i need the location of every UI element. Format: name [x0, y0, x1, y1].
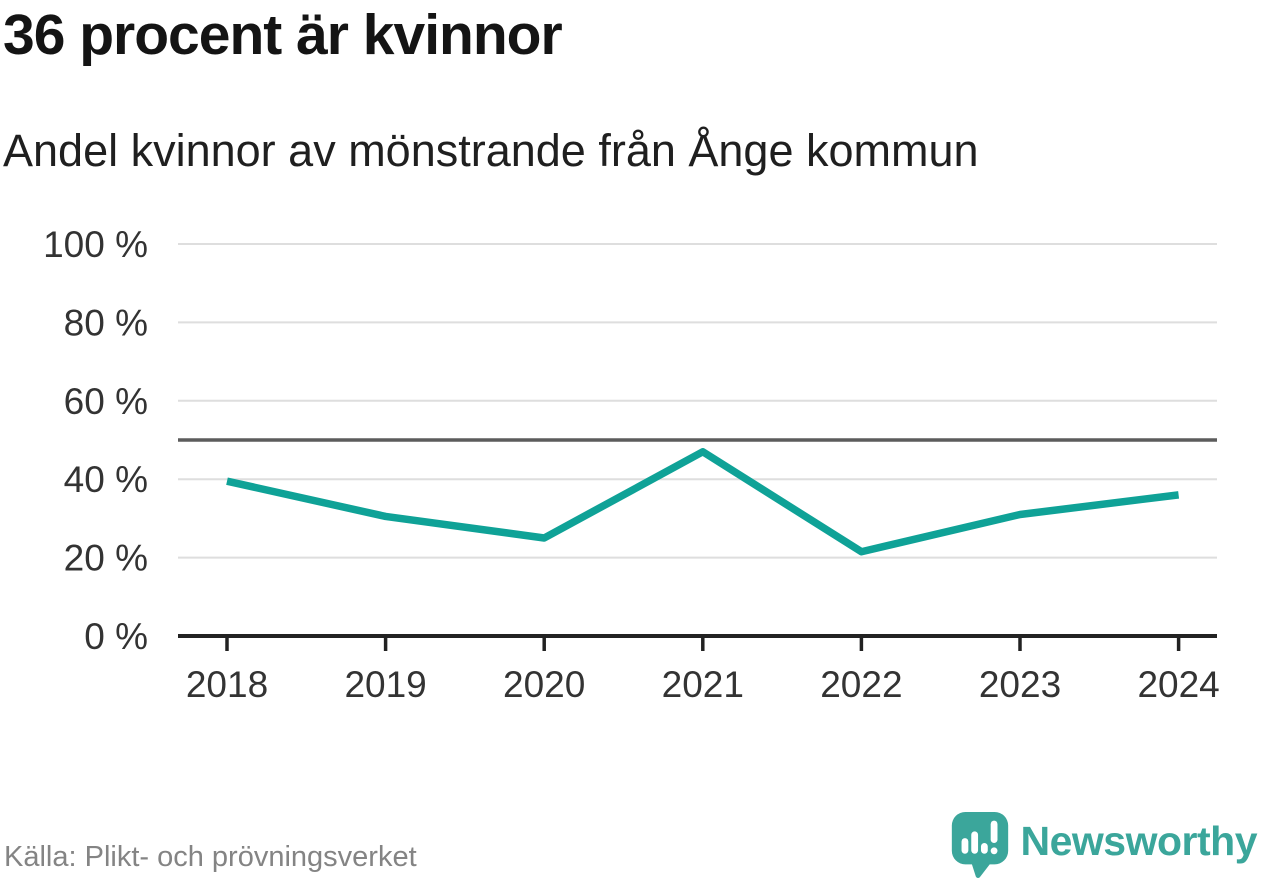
y-tick-label: 100 %: [43, 224, 148, 265]
chart-subtitle: Andel kvinnor av mönstrande från Ånge ko…: [3, 125, 979, 176]
brand-name: Newsworthy: [1020, 818, 1258, 864]
x-tick-label: 2020: [503, 664, 585, 705]
x-tick-label: 2019: [344, 664, 426, 705]
brand-logo: Newsworthy: [949, 810, 1258, 879]
x-tick-label: 2023: [979, 664, 1061, 705]
source-note: Källa: Plikt- och prövningsverket: [4, 841, 417, 873]
x-tick-label: 2021: [662, 664, 744, 705]
y-tick-label: 40 %: [64, 459, 148, 500]
y-tick-label: 60 %: [64, 381, 148, 422]
speech-bubble-bar-chart-icon: [949, 810, 1011, 879]
x-tick-label: 2018: [186, 664, 268, 705]
x-tick-label: 2024: [1137, 664, 1219, 705]
data-line: [226, 448, 1180, 556]
y-tick-label: 20 %: [64, 538, 148, 579]
x-tick-label: 2022: [820, 664, 902, 705]
chart-title: 36 procent är kvinnor: [3, 3, 563, 67]
y-tick-label: 80 %: [64, 302, 148, 343]
y-tick-label: 0 %: [84, 616, 148, 657]
